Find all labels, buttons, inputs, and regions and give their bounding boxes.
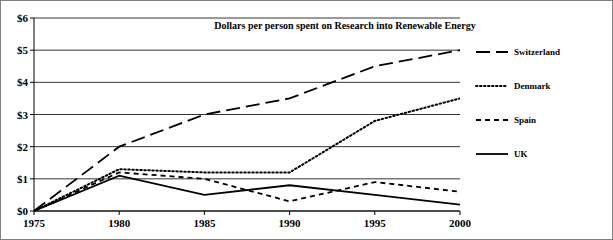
series-line	[34, 98, 460, 211]
series-line	[34, 176, 460, 211]
x-tick-label: 1995	[364, 217, 387, 229]
y-tick	[30, 82, 34, 83]
x-tick	[119, 211, 120, 215]
legend-label: Spain	[514, 115, 536, 125]
x-tick-label: 1990	[279, 217, 302, 229]
series-group	[34, 50, 460, 211]
legend-label: Denmark	[514, 81, 551, 91]
y-tick	[30, 146, 34, 147]
y-tick-label: $0	[17, 205, 29, 217]
x-tick-label: 2000	[449, 217, 472, 229]
y-tick	[30, 178, 34, 179]
legend: Switzerland Denmark Spain UK	[476, 47, 560, 159]
legend-swatch	[476, 119, 508, 121]
x-tick	[204, 211, 205, 215]
y-tick-label: $3	[17, 109, 29, 121]
frame	[1, 1, 613, 240]
x-tick-label: 1980	[108, 217, 131, 229]
x-axis	[34, 211, 460, 212]
x-tick	[460, 211, 461, 215]
grid-line	[34, 211, 460, 212]
grid-line	[34, 114, 460, 115]
y-tick-label: $2	[17, 141, 29, 153]
y-tick-label: $5	[17, 44, 29, 56]
legend-swatch	[476, 153, 508, 155]
legend-swatch	[476, 51, 508, 53]
y-tick-label: $6	[17, 12, 29, 24]
grid-line	[34, 146, 460, 147]
x-tick-label: 1985	[193, 217, 216, 229]
legend-label: Switzerland	[514, 47, 560, 57]
x-tick	[289, 211, 290, 215]
legend-swatch	[476, 85, 508, 87]
series-line	[34, 50, 460, 211]
y-axis	[34, 18, 35, 211]
grid-line	[34, 18, 460, 19]
x-tick-label: 1975	[23, 217, 46, 229]
x-tick	[374, 211, 375, 215]
grid-line	[34, 50, 460, 51]
y-tick	[30, 114, 34, 115]
series-line	[34, 172, 460, 211]
grid-line	[34, 82, 460, 83]
y-tick	[30, 211, 34, 212]
legend-label: UK	[514, 149, 528, 159]
chart-container: $0 $1 $2 $3 $4 $5 $6 1975 1980 1985 1990 1995 2000 Do…	[0, 0, 613, 240]
y-tick	[30, 18, 34, 19]
y-tick-label: $4	[17, 76, 29, 88]
chart-svg: $0 $1 $2 $3 $4 $5 $6 1975 1980 1985 1990 1995 2000 Do…	[0, 0, 613, 240]
title: Dollars per person spent on Research int…	[214, 20, 475, 31]
y-tick-label: $1	[17, 173, 28, 185]
y-tick	[30, 50, 34, 51]
